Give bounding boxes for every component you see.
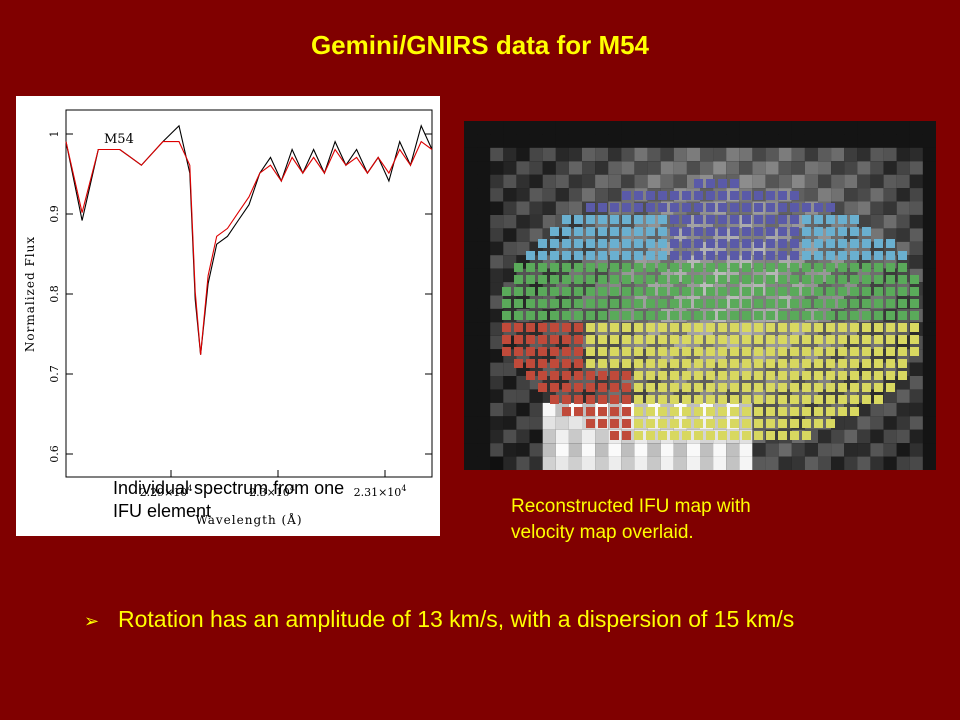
spectrum-caption-line: IFU element <box>113 501 212 521</box>
ifu-caption-line: Reconstructed IFU map with <box>511 496 751 517</box>
rotation-bullet: ➢ Rotation has an amplitude of 13 km/s, w… <box>84 606 934 633</box>
object-label: M54 <box>104 132 134 147</box>
ytick-label: 0.6 <box>48 445 61 463</box>
svg-text:2.31×104: 2.31×104 <box>354 484 407 499</box>
xtick-exponent: 4 <box>401 484 406 493</box>
xtick-exponent: 4 <box>290 484 295 493</box>
bullet-text: Rotation has an amplitude of 13 km/s, wi… <box>118 606 795 632</box>
ytick-label: 0.9 <box>48 205 61 223</box>
x-axis-label: Wavelength (Å) <box>195 512 302 527</box>
ifu-velocity-overlay <box>502 179 919 440</box>
slide-title: Gemini/GNIRS data for M54 <box>310 30 650 60</box>
spectrum-plot: 1 0.9 0.8 0.7 0.6 2.29×104 2.3×104 2.31×… <box>16 96 440 536</box>
arrow-bullet-icon: ➢ <box>84 611 100 631</box>
xtick-label: 2.29×10 <box>140 486 188 499</box>
x-ticks <box>170 470 386 477</box>
svg-text:2.3×104: 2.3×104 <box>249 484 295 499</box>
ifu-velocity-map <box>464 121 936 470</box>
xtick-exponent: 4 <box>187 484 192 493</box>
model-spectrum-line <box>65 140 433 355</box>
ifu-caption-line: velocity map overlaid. <box>511 522 694 543</box>
observed-spectrum-line <box>65 124 433 355</box>
y-ticks <box>66 133 432 455</box>
ytick-label: 0.7 <box>48 365 61 383</box>
spectrum-caption: Individual spectrum from one IFU element <box>113 477 413 523</box>
ytick-label: 1 <box>48 131 61 138</box>
ifu-caption: Reconstructed IFU map with velocity map … <box>511 494 891 546</box>
xtick-label: 2.31×10 <box>354 486 402 499</box>
y-axis-label: Normalized Flux <box>23 236 37 352</box>
spectrum-caption-line: Individual spectrum from one <box>113 478 345 498</box>
ytick-label: 0.8 <box>48 285 61 303</box>
svg-text:2.29×104: 2.29×104 <box>140 484 193 499</box>
xtick-label: 2.3×10 <box>249 486 290 499</box>
